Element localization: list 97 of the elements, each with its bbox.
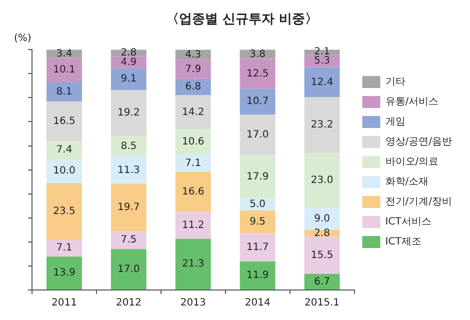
bar (46, 240, 82, 257)
bar (304, 236, 340, 274)
bar (240, 155, 276, 198)
data-label: 10.6 (182, 136, 204, 148)
bar (110, 231, 146, 250)
bar (304, 97, 340, 153)
data-label: 17.0 (118, 264, 140, 275)
bar (240, 210, 276, 234)
legend-label: 기타 (385, 76, 406, 88)
data-label: 6.7 (314, 276, 330, 288)
bar (175, 95, 211, 130)
data-label: 11.3 (118, 164, 140, 176)
bar (175, 129, 211, 155)
bar (240, 233, 276, 262)
bar (240, 58, 276, 89)
bar (110, 90, 146, 136)
data-label: 4.9 (120, 56, 137, 68)
data-label: 14.2 (182, 106, 204, 118)
data-label: 7.4 (56, 144, 72, 156)
data-label: 2.8 (314, 228, 330, 239)
data-label: 5.3 (314, 56, 330, 67)
data-label: 15.5 (310, 250, 334, 261)
bar (240, 261, 276, 290)
y-axis-title: (%) (14, 33, 32, 44)
data-label: 10.1 (53, 64, 76, 76)
data-label: 8.1 (56, 86, 72, 98)
data-label: 6.8 (185, 82, 202, 93)
legend-label: ICT제조 (385, 236, 422, 248)
bar (304, 152, 340, 208)
data-label: 11.2 (182, 220, 204, 231)
bar (175, 238, 211, 290)
bar (304, 54, 340, 68)
bar (304, 274, 340, 290)
data-label: 13.9 (53, 268, 76, 279)
bar (110, 184, 146, 232)
data-label: 11.7 (246, 242, 269, 253)
bar (46, 256, 82, 290)
x-tick-label: 2013 (180, 298, 206, 309)
data-label: 12.5 (246, 68, 269, 80)
bar (110, 156, 146, 184)
legend-label: 게임 (385, 116, 406, 128)
legend-label: 화학/소재 (385, 176, 429, 188)
data-label: 9.5 (250, 216, 266, 228)
bar (46, 183, 82, 240)
bar (110, 249, 146, 290)
x-tick-label: 2011 (52, 298, 77, 309)
data-label: 17.9 (246, 171, 269, 182)
bar (46, 141, 82, 159)
bar (240, 88, 276, 115)
bar (175, 78, 211, 96)
bar (304, 67, 340, 98)
bar (46, 58, 82, 82)
data-label: 7.9 (185, 64, 202, 76)
chart-title: 〈업종별 신규투자 비중〉 (166, 12, 318, 28)
legend-label: ICT서비스 (385, 216, 432, 228)
data-label: 19.2 (118, 108, 140, 119)
data-label: 2.8 (120, 48, 137, 59)
data-label: 7.1 (185, 158, 202, 170)
legend-label: 영상/공연/음반 (385, 136, 452, 148)
data-label: 19.7 (118, 202, 140, 214)
data-label: 21.3 (182, 258, 204, 270)
bar (46, 102, 82, 142)
data-label: 4.3 (185, 49, 202, 60)
data-label: 10.0 (53, 166, 76, 177)
bar (110, 68, 146, 90)
data-label: 16.5 (53, 116, 76, 127)
legend-label: 바이오/의료 (385, 156, 439, 168)
bar (175, 60, 211, 79)
legend-label: 유통/서비스 (385, 96, 439, 108)
bar (175, 154, 211, 172)
bar (304, 208, 340, 230)
data-label: 9.0 (314, 214, 330, 225)
data-label: 16.6 (182, 186, 204, 198)
data-label: 9.1 (120, 74, 137, 85)
data-label: 23.2 (310, 120, 334, 131)
data-label: 11.9 (246, 270, 269, 282)
bar (46, 158, 82, 184)
bar (46, 82, 82, 102)
data-label: 10.7 (246, 96, 269, 108)
data-label: 12.4 (310, 76, 334, 88)
bar (175, 212, 211, 239)
data-label: 17.0 (246, 130, 269, 141)
data-label: 5.0 (250, 199, 266, 210)
x-tick-label: 2014 (244, 298, 270, 309)
bar (240, 114, 276, 156)
data-label: 3.8 (250, 48, 266, 60)
data-label: 23.5 (53, 206, 76, 217)
x-tick-label: 2012 (116, 298, 142, 309)
data-label: 7.5 (120, 234, 137, 246)
x-tick-label: 2015.1 (304, 298, 340, 309)
bar (110, 136, 146, 157)
data-label: 7.1 (56, 242, 72, 254)
data-label: 23.0 (310, 175, 334, 186)
legend-label: 전기/기계/장비 (385, 196, 452, 208)
data-label: 8.5 (120, 140, 137, 152)
bar (175, 172, 211, 212)
data-label: 3.4 (56, 48, 72, 60)
